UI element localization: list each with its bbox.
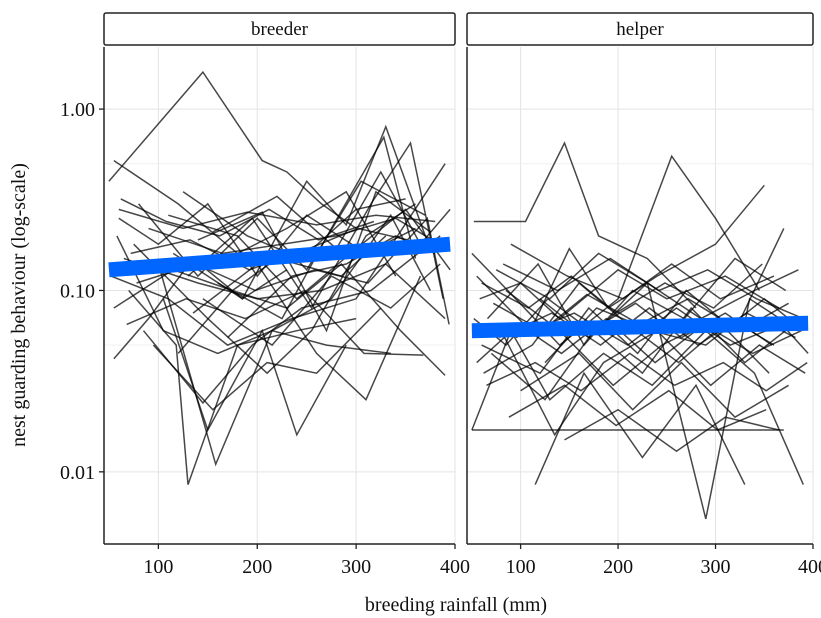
strip-label: breeder bbox=[251, 19, 309, 40]
individual-line bbox=[197, 190, 431, 333]
trend-line bbox=[108, 236, 451, 278]
individual-line bbox=[471, 328, 804, 485]
individual-line bbox=[486, 257, 787, 347]
individual-line bbox=[108, 70, 357, 230]
individual-line bbox=[498, 307, 796, 347]
individual-line bbox=[500, 329, 806, 437]
gridlines bbox=[467, 47, 814, 544]
strip-header bbox=[466, 12, 814, 46]
x-tick-label: 100 bbox=[143, 556, 173, 578]
individual-line bbox=[202, 263, 441, 347]
y-tick-label: 0.01 bbox=[60, 462, 95, 484]
x-tick-label: 400 bbox=[440, 556, 470, 578]
individual-line bbox=[152, 307, 382, 411]
individual-line bbox=[486, 352, 808, 392]
individual-line bbox=[142, 235, 441, 405]
individual-line bbox=[162, 298, 347, 437]
individual-line bbox=[473, 141, 697, 309]
strip-header bbox=[103, 12, 456, 46]
gridlines bbox=[104, 47, 456, 544]
y-tick-label: 0.10 bbox=[60, 280, 95, 302]
individual-line bbox=[192, 262, 422, 401]
individual-line bbox=[120, 198, 375, 241]
individual-line bbox=[510, 243, 775, 300]
strip-label: helper bbox=[616, 19, 664, 40]
individual-line bbox=[502, 257, 804, 320]
individual-line bbox=[564, 408, 780, 453]
x-tick-label: 400 bbox=[798, 556, 821, 578]
individual-lines bbox=[108, 70, 451, 485]
panel-breeder: breeder 100 200 300 400 bbox=[103, 12, 470, 578]
individual-line bbox=[520, 352, 789, 419]
panel-helper: helper 100 200 300 400 bbox=[466, 12, 821, 578]
individual-line bbox=[116, 235, 391, 355]
y-axis: 0.01 0.10 1.00 bbox=[60, 99, 104, 484]
x-tick-label: 100 bbox=[506, 556, 536, 578]
individual-line bbox=[126, 289, 424, 356]
individual-line bbox=[123, 257, 446, 320]
x-tick-label: 300 bbox=[701, 556, 731, 578]
individual-line bbox=[128, 290, 357, 485]
individual-line bbox=[133, 203, 416, 375]
panels-layer: breeder 100 200 300 400 helper 100 200 300 400 bbox=[103, 12, 821, 578]
individual-line bbox=[177, 262, 446, 376]
trend-line bbox=[471, 315, 809, 339]
individual-line bbox=[481, 263, 763, 315]
individual-line bbox=[212, 170, 451, 250]
individual-line bbox=[157, 213, 431, 467]
individual-line bbox=[110, 163, 446, 346]
x-tick-label: 200 bbox=[603, 556, 633, 578]
individual-line bbox=[118, 208, 436, 230]
individual-line bbox=[148, 217, 448, 255]
y-tick-label: 1.00 bbox=[60, 99, 95, 121]
x-axis-title: breeding rainfall (mm) bbox=[365, 594, 547, 616]
individual-line bbox=[172, 124, 427, 300]
y-axis-title: nest guarding behaviour (log-scale) bbox=[8, 163, 30, 447]
x-tick-label: 300 bbox=[341, 556, 371, 578]
individual-line bbox=[490, 306, 794, 401]
individual-line bbox=[534, 371, 746, 485]
x-tick-label: 200 bbox=[242, 556, 272, 578]
individual-line bbox=[508, 384, 767, 431]
individual-line bbox=[471, 154, 761, 347]
